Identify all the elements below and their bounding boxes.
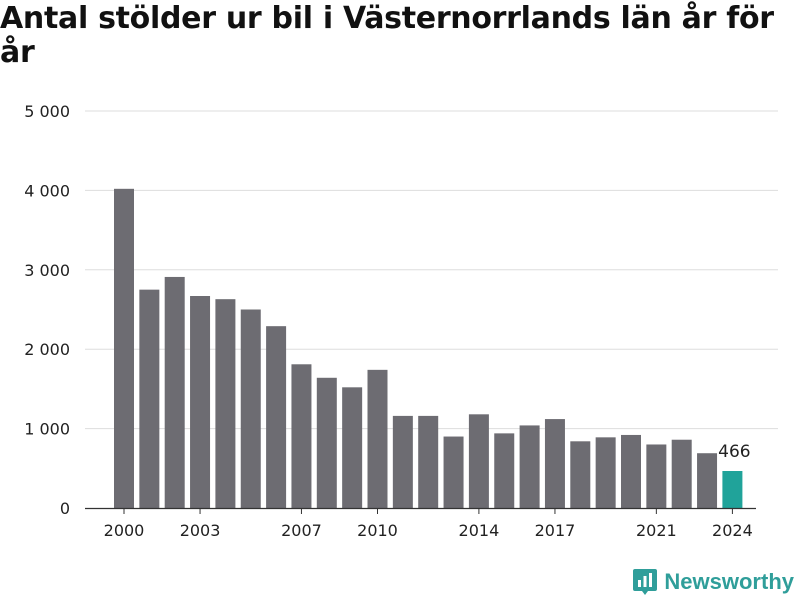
bar-2010 bbox=[367, 369, 388, 508]
bar-2022 bbox=[671, 439, 692, 508]
x-tick-label: 2017 bbox=[535, 521, 576, 540]
y-tick-label: 1 000 bbox=[24, 420, 70, 439]
y-tick-label: 0 bbox=[60, 499, 70, 518]
bar-2016 bbox=[519, 425, 540, 508]
bar-2017 bbox=[544, 419, 565, 508]
bar-2020 bbox=[621, 434, 641, 508]
bar-2006 bbox=[266, 326, 287, 508]
bar-2015 bbox=[494, 433, 515, 508]
bar-2018 bbox=[570, 441, 591, 508]
x-tick-label: 2007 bbox=[281, 521, 322, 540]
x-tick-label: 2024 bbox=[712, 521, 753, 540]
x-tick-label: 2003 bbox=[180, 521, 221, 540]
bar-2011 bbox=[392, 415, 413, 508]
bar-2002 bbox=[164, 276, 185, 508]
bar-2023 bbox=[697, 453, 718, 508]
y-tick-label: 5 000 bbox=[24, 102, 70, 121]
chart-title: Antal stölder ur bil i Västernorrlands l… bbox=[0, 1, 774, 70]
brand-name: Newsworthy bbox=[664, 569, 794, 594]
bar-2019 bbox=[595, 437, 616, 508]
y-tick-label: 4 000 bbox=[24, 181, 70, 200]
bar-2014 bbox=[468, 414, 489, 508]
bar-2024 bbox=[722, 470, 743, 508]
x-tick-label: 2014 bbox=[459, 521, 500, 540]
bar-2005 bbox=[240, 309, 261, 508]
bars bbox=[114, 188, 743, 508]
bar-2012 bbox=[418, 415, 439, 508]
x-tick-label: 2010 bbox=[357, 521, 398, 540]
data-label: 466 bbox=[718, 442, 750, 462]
gridlines bbox=[85, 110, 778, 430]
bar-2004 bbox=[215, 299, 236, 508]
bar-2008 bbox=[316, 377, 337, 508]
bar-2021 bbox=[646, 444, 667, 508]
bar-2000 bbox=[114, 188, 134, 508]
bar-2003 bbox=[190, 296, 211, 508]
x-tick-label: 2021 bbox=[636, 521, 677, 540]
bar-2013 bbox=[443, 436, 464, 508]
newsworthy-logo: Newsworthy bbox=[632, 568, 794, 596]
y-tick-label: 2 000 bbox=[24, 340, 70, 359]
bar-2007 bbox=[291, 364, 312, 508]
x-tick-label: 2000 bbox=[104, 521, 145, 540]
bar-2001 bbox=[139, 289, 160, 508]
bar-2009 bbox=[342, 387, 363, 508]
bar-chart-badge-icon bbox=[633, 569, 658, 595]
axis-labels: 0 1 000 2 000 3 000 4 000 5 000 2000 2003 2007 20… bbox=[24, 102, 756, 540]
y-tick-label: 3 000 bbox=[24, 261, 70, 280]
